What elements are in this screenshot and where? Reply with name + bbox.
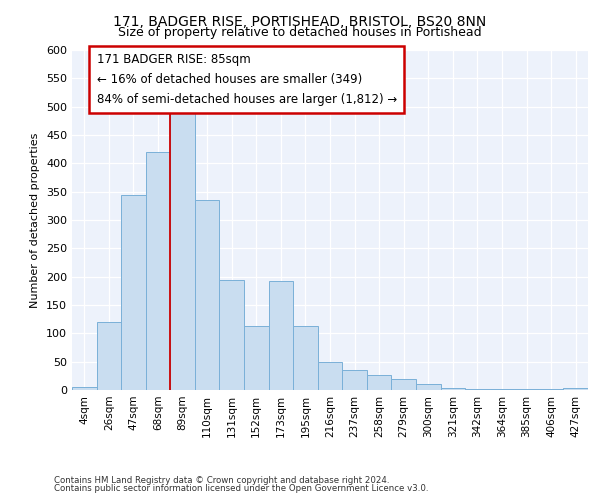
Bar (220, 280, 244, 390)
Bar (293, 326, 318, 390)
Bar (416, 384, 440, 390)
Bar (72, 387, 97, 390)
Bar (269, 280, 293, 390)
Bar (121, 194, 146, 390)
Bar (97, 322, 121, 390)
Bar (440, 388, 465, 390)
Bar (563, 388, 588, 390)
Bar (170, 112, 195, 390)
Text: Contains HM Land Registry data © Crown copyright and database right 2024.: Contains HM Land Registry data © Crown c… (54, 476, 389, 485)
Text: Contains public sector information licensed under the Open Government Licence v3: Contains public sector information licen… (54, 484, 428, 493)
Bar (318, 362, 342, 390)
Text: 171, BADGER RISE, PORTISHEAD, BRISTOL, BS20 8NN: 171, BADGER RISE, PORTISHEAD, BRISTOL, B… (113, 15, 487, 29)
Bar (146, 152, 170, 390)
Bar (195, 200, 220, 390)
Bar (465, 389, 490, 390)
Text: Size of property relative to detached houses in Portishead: Size of property relative to detached ho… (118, 26, 482, 39)
Bar (342, 370, 367, 390)
Bar (367, 374, 391, 390)
Bar (244, 326, 269, 390)
Text: 171 BADGER RISE: 85sqm
← 16% of detached houses are smaller (349)
84% of semi-de: 171 BADGER RISE: 85sqm ← 16% of detached… (97, 53, 397, 106)
Bar (391, 379, 416, 390)
Y-axis label: Number of detached properties: Number of detached properties (31, 132, 40, 308)
